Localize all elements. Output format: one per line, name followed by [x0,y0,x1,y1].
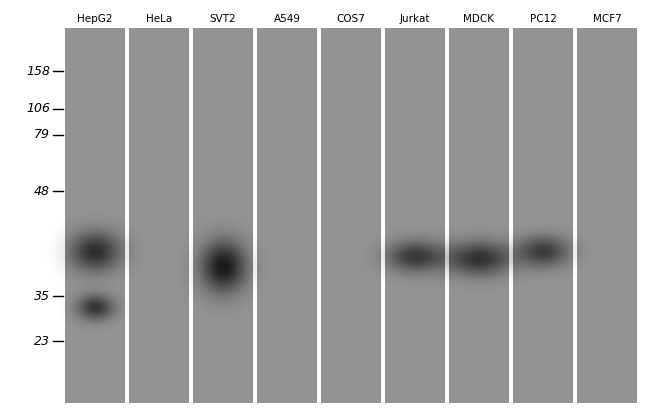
Text: 35: 35 [34,290,50,303]
Text: 79: 79 [34,128,50,141]
Text: HepG2: HepG2 [77,14,112,24]
Text: PC12: PC12 [530,14,556,24]
Text: MCF7: MCF7 [593,14,621,24]
Text: 106: 106 [26,102,50,115]
Text: 23: 23 [34,335,50,348]
Text: SVT2: SVT2 [210,14,237,24]
Text: 48: 48 [34,185,50,198]
Text: MDCK: MDCK [463,14,495,24]
Text: COS7: COS7 [337,14,365,24]
Text: A549: A549 [274,14,300,24]
Text: HeLa: HeLa [146,14,172,24]
Text: Jurkat: Jurkat [400,14,430,24]
Text: 158: 158 [26,65,50,78]
